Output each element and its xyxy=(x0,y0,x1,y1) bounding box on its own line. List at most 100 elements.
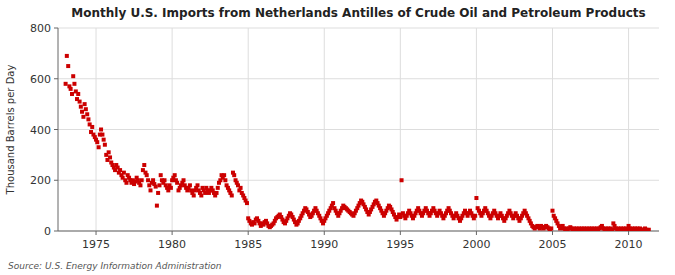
point xyxy=(78,100,82,104)
x-tick-label: 1975 xyxy=(82,238,110,251)
point xyxy=(107,150,111,154)
x-tick xyxy=(324,231,325,235)
point xyxy=(140,178,144,182)
point xyxy=(151,178,155,182)
point xyxy=(157,183,161,187)
point xyxy=(175,181,179,185)
y-grid-line xyxy=(58,129,659,130)
point xyxy=(138,183,142,187)
y-tick-label: 0 xyxy=(44,225,51,238)
x-grid-line xyxy=(172,28,173,231)
x-tick xyxy=(172,231,173,235)
chart: 0200400600800197519801985199019952000200… xyxy=(0,0,675,275)
point xyxy=(398,215,402,219)
point xyxy=(122,171,126,175)
point xyxy=(65,54,69,58)
point xyxy=(155,204,159,208)
point xyxy=(239,186,243,190)
x-axis: 1975 1980 1985 1990 1995 2000 2005 2010 xyxy=(82,28,643,251)
point xyxy=(69,87,73,91)
point xyxy=(550,209,554,213)
point xyxy=(72,82,76,86)
point xyxy=(182,178,186,182)
y-tick xyxy=(54,180,58,181)
x-tick-label: 2000 xyxy=(462,238,490,251)
point xyxy=(86,117,90,121)
point xyxy=(253,221,257,225)
point xyxy=(196,183,200,187)
y-grid-line xyxy=(58,78,659,79)
point xyxy=(474,196,478,200)
x-tick-label: 1990 xyxy=(310,238,338,251)
x-tick-label: 2010 xyxy=(615,238,643,251)
y-tick-label: 200 xyxy=(30,174,51,187)
source-note: Source: U.S. Energy Information Administ… xyxy=(8,261,222,271)
x-grid-line xyxy=(476,28,477,231)
point xyxy=(156,191,160,195)
point xyxy=(173,173,177,177)
point xyxy=(549,226,553,230)
x-tick xyxy=(628,231,629,235)
y-tick-label: 600 xyxy=(30,73,51,86)
point xyxy=(103,143,107,147)
point xyxy=(76,92,80,96)
point xyxy=(124,181,128,185)
x-grid-line xyxy=(96,28,97,231)
point xyxy=(647,228,651,231)
x-grid-line xyxy=(324,28,325,231)
point xyxy=(81,115,85,119)
point xyxy=(71,74,75,78)
point xyxy=(232,173,236,177)
page: {"chart_data": { "type": "scatter", "tit… xyxy=(0,0,675,275)
point xyxy=(108,155,112,159)
point xyxy=(610,228,614,231)
point xyxy=(84,107,88,111)
x-tick xyxy=(552,231,553,235)
x-grid-line xyxy=(400,28,401,231)
point xyxy=(99,128,103,132)
point xyxy=(64,82,68,86)
y-axis-label: Thousand Barrels per Day xyxy=(5,65,16,196)
point xyxy=(145,173,149,177)
point xyxy=(222,173,226,177)
point xyxy=(97,145,101,149)
point xyxy=(80,110,84,114)
x-tick-label: 1995 xyxy=(386,238,414,251)
point xyxy=(102,138,106,142)
point xyxy=(154,185,158,189)
x-tick-label: 1985 xyxy=(234,238,262,251)
point xyxy=(188,183,192,187)
x-tick xyxy=(96,231,97,235)
x-tick-label: 2005 xyxy=(538,238,566,251)
point xyxy=(230,193,234,197)
point xyxy=(163,178,167,182)
y-tick xyxy=(54,231,58,232)
y-tick-label: 400 xyxy=(30,124,51,137)
point xyxy=(66,64,70,68)
x-grid-line xyxy=(552,28,553,231)
x-tick xyxy=(248,231,249,235)
point xyxy=(85,112,89,116)
y-axis-line xyxy=(58,28,59,231)
y-tick xyxy=(54,28,58,29)
y-tick xyxy=(54,129,58,130)
x-grid-line xyxy=(248,28,249,231)
point xyxy=(149,188,153,192)
x-tick-label: 1980 xyxy=(158,238,186,251)
point xyxy=(90,125,94,129)
point xyxy=(215,191,219,195)
point xyxy=(142,163,146,167)
y-axis: 0200400600800 xyxy=(30,22,659,238)
point xyxy=(159,173,163,177)
point xyxy=(223,178,227,182)
point xyxy=(192,193,196,197)
y-grid-line xyxy=(58,28,659,29)
point xyxy=(216,186,220,190)
point xyxy=(79,105,83,109)
point xyxy=(95,140,99,144)
point xyxy=(70,92,74,96)
point xyxy=(146,178,150,182)
point xyxy=(118,168,122,172)
points xyxy=(64,54,651,231)
point xyxy=(473,214,477,218)
